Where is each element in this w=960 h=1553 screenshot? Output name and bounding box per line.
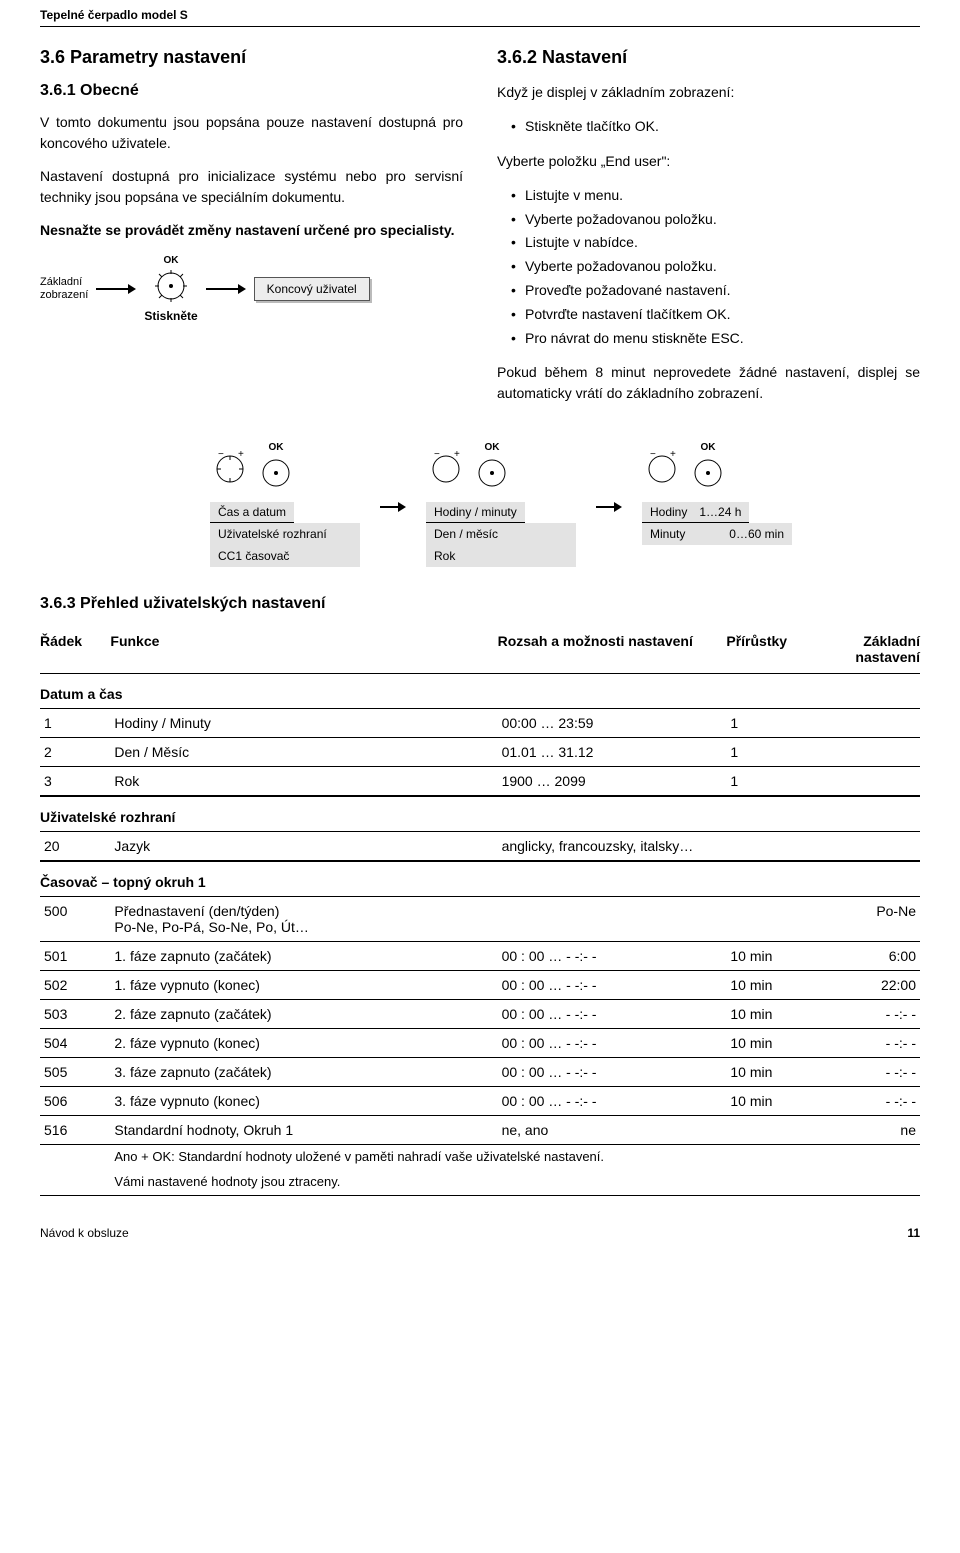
para-right-3: Pokud během 8 minut neprovedete žádné na… bbox=[497, 362, 920, 404]
para-left-2: Nastavení dostupná pro inicializace syst… bbox=[40, 166, 463, 208]
menu-box-row: Den / měsíc bbox=[426, 523, 576, 545]
para-left-warning: Nesnažte se provádět změny nastavení urč… bbox=[40, 220, 463, 241]
para-left-1: V tomto dokumentu jsou popsána pouze nas… bbox=[40, 112, 463, 154]
menu-box-header: Čas a datum bbox=[210, 502, 294, 523]
heading-3-6-1: 3.6.1 Obecné bbox=[40, 82, 463, 100]
menu-box-row: CC1 časovač bbox=[210, 545, 360, 567]
dial-icon: −+ bbox=[426, 449, 466, 489]
table-row: 1Hodiny / Minuty00:00 … 23:591 bbox=[40, 709, 920, 738]
svg-text:+: + bbox=[670, 449, 676, 460]
table-row: 5011. fáze zapnuto (začátek)00 : 00 … - … bbox=[40, 942, 920, 971]
arrow-right-icon bbox=[206, 284, 246, 294]
press-label: Stiskněte bbox=[144, 309, 197, 323]
section-timer: Časovač – topný okruh 1 bbox=[40, 862, 920, 897]
table-row: 5021. fáze vypnuto (konec)00 : 00 … - -:… bbox=[40, 971, 920, 1000]
table-row: 5032. fáze zapnuto (začátek)00 : 00 … - … bbox=[40, 1000, 920, 1029]
table-row: 500Přednastavení (den/týden)Po-Ne, Po-Pá… bbox=[40, 897, 920, 942]
bullet-item: Vyberte požadovanou položku. bbox=[511, 208, 920, 232]
note-1: Ano + OK: Standardní hodnoty uložené v p… bbox=[110, 1145, 920, 1171]
table-row: 516Standardní hodnoty, Okruh 1ne, anone bbox=[40, 1116, 920, 1145]
footer-left: Návod k obsluze bbox=[40, 1226, 129, 1240]
menu-box-header: Hodiny1…24 h bbox=[642, 502, 749, 523]
dial-icon bbox=[688, 453, 728, 493]
menu-box-row: Minuty0…60 min bbox=[642, 523, 792, 545]
para-right-1: Když je displej v základním zobrazení: bbox=[497, 82, 920, 103]
dial-icon bbox=[256, 453, 296, 493]
dial-icon: −+ bbox=[210, 449, 250, 489]
bullet-item: Proveďte požadované nastavení. bbox=[511, 279, 920, 303]
col-header-radek: Řádek bbox=[40, 625, 110, 674]
col-header-rozsah: Rozsah a možnosti nastavení bbox=[498, 625, 727, 674]
right-column: 3.6.2 Nastavení Když je displej v základ… bbox=[497, 47, 920, 416]
flowchart-row-2: −+ OK Čas a datum Uživatelské rozhraní C… bbox=[40, 442, 920, 567]
arrow-right-icon bbox=[380, 502, 406, 512]
bullet-item: Potvrďte nastavení tlačítkem OK. bbox=[511, 303, 920, 327]
dial-icon bbox=[151, 266, 191, 306]
arrow-right-icon bbox=[596, 502, 622, 512]
note-2: Vámi nastavené hodnoty jsou ztraceny. bbox=[110, 1170, 920, 1195]
section-ui: Uživatelské rozhraní bbox=[40, 797, 920, 832]
bullet-item: Listujte v menu. bbox=[511, 184, 920, 208]
footer-page-number: 11 bbox=[907, 1226, 920, 1240]
bullet-item: Listujte v nabídce. bbox=[511, 231, 920, 255]
page-footer: Návod k obsluze 11 bbox=[40, 1226, 920, 1240]
arrow-right-icon bbox=[96, 284, 136, 294]
menu-box-row: Uživatelské rozhraní bbox=[210, 523, 360, 545]
menu-box-row: Rok bbox=[426, 545, 576, 567]
table-row: 2Den / Měsíc01.01 … 31.121 bbox=[40, 738, 920, 767]
svg-text:−: − bbox=[650, 449, 656, 460]
table-row: 20Jazykanglicky, francouzsky, italsky… bbox=[40, 832, 920, 861]
svg-text:−: − bbox=[434, 449, 440, 460]
left-column: 3.6 Parametry nastavení 3.6.1 Obecné V t… bbox=[40, 47, 463, 416]
svg-text:+: + bbox=[454, 449, 460, 460]
heading-3-6-3: 3.6.3 Přehled uživatelských nastavení bbox=[40, 595, 920, 613]
section-datum: Datum a čas bbox=[40, 674, 920, 709]
menu-box-header: Hodiny / minuty bbox=[426, 502, 525, 523]
col-header-prirustky: Přírůstky bbox=[726, 625, 823, 674]
col-header-funkce: Funkce bbox=[110, 625, 497, 674]
dial-icon: −+ bbox=[642, 449, 682, 489]
doc-header: Tepelné čerpadlo model S bbox=[40, 0, 920, 27]
para-right-2: Vyberte položku „End user": bbox=[497, 151, 920, 172]
bullet-item: Pro návrat do menu stiskněte ESC. bbox=[511, 327, 920, 351]
svg-text:−: − bbox=[218, 449, 224, 460]
heading-3-6: 3.6 Parametry nastavení bbox=[40, 47, 463, 68]
bullet-item: Vyberte požadovanou položku. bbox=[511, 255, 920, 279]
flowchart-row-1: Základní zobrazení OK Stiskněte Koncový … bbox=[40, 255, 463, 323]
heading-3-6-2: 3.6.2 Nastavení bbox=[497, 47, 920, 68]
dial-icon bbox=[472, 453, 512, 493]
ok-button-diagram: OK Stiskněte bbox=[144, 255, 197, 323]
svg-text:+: + bbox=[238, 449, 244, 460]
table-row: 5063. fáze vypnuto (konec)00 : 00 … - -:… bbox=[40, 1087, 920, 1116]
settings-table: Řádek Funkce Rozsah a možnosti nastavení… bbox=[40, 625, 920, 1196]
instruction-list: Listujte v menu. Vyberte požadovanou pol… bbox=[497, 184, 920, 351]
bullet-item: Stiskněte tlačítko OK. bbox=[511, 115, 920, 139]
table-row: 5042. fáze vypnuto (konec)00 : 00 … - -:… bbox=[40, 1029, 920, 1058]
col-header-zakladni: Základní nastavení bbox=[823, 625, 920, 674]
table-row: 5053. fáze zapnuto (začátek)00 : 00 … - … bbox=[40, 1058, 920, 1087]
table-row: 3Rok1900 … 20991 bbox=[40, 767, 920, 796]
end-user-box: Koncový uživatel bbox=[254, 277, 370, 301]
flow-basic-label: Základní zobrazení bbox=[40, 276, 88, 302]
